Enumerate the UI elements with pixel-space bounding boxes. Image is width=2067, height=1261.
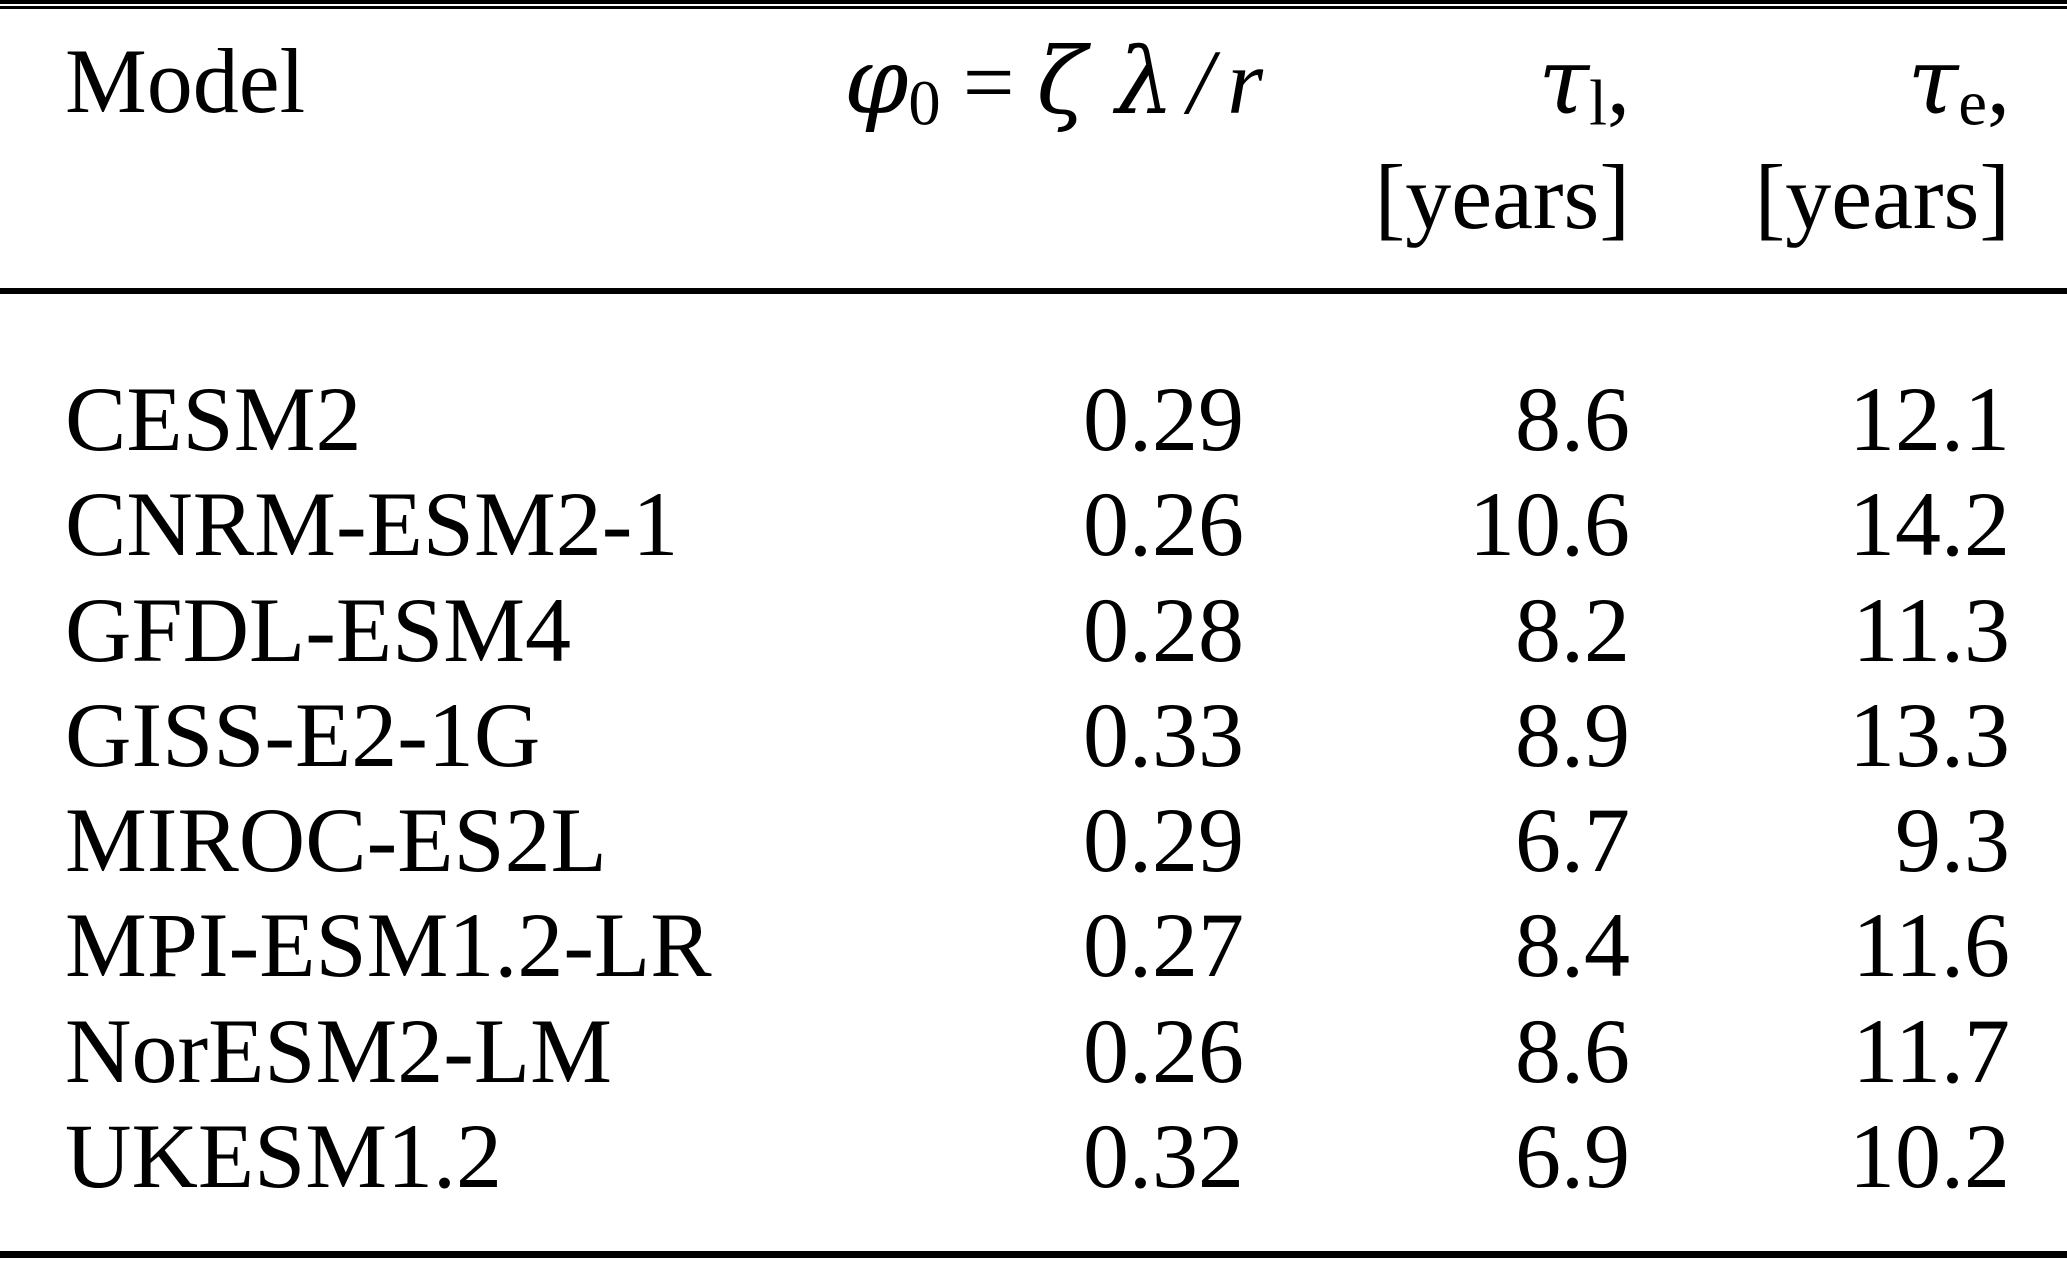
table-row: MIROC-ES2L 0.29 6.7 9.3 xyxy=(65,788,2010,893)
phi0-value-cell: 0.28 xyxy=(1083,578,1244,681)
table-row: NorESM2-LM 0.26 8.6 11.7 xyxy=(65,999,2010,1104)
table-row: MPI-ESM1.2-LR 0.27 8.4 11.6 xyxy=(65,893,2010,998)
phi0-value-cell: 0.32 xyxy=(1083,1105,1244,1208)
bottom-rule xyxy=(0,1251,2067,1258)
model-name-cell: MPI-ESM1.2-LR xyxy=(65,894,712,997)
phi-symbol: φ xyxy=(844,28,909,135)
model-name-cell: CESM2 xyxy=(65,368,362,470)
column-header-phi0: φ0 = ζ λ / r xyxy=(844,24,1263,255)
table-row: CNRM-ESM2-1 0.26 10.6 14.2 xyxy=(65,472,2010,577)
phi0-value-cell: 0.26 xyxy=(1083,999,1244,1102)
phi0-value-cell: 0.29 xyxy=(1083,789,1244,892)
tau-l-value-cell: 8.4 xyxy=(1515,894,1630,997)
comma: , xyxy=(1607,31,1630,133)
column-header-model: Model xyxy=(65,24,844,255)
model-name-cell: GFDL-ESM4 xyxy=(65,578,572,681)
tau-l-value-cell: 6.7 xyxy=(1515,789,1630,892)
tau-l-value-cell: 8.6 xyxy=(1515,368,1630,470)
table-body: CESM2 0.29 8.6 12.1 CNRM-ESM2-1 0.26 10.… xyxy=(65,294,2010,1209)
phi-subscript: 0 xyxy=(908,67,941,139)
tau-e-value-cell: 12.1 xyxy=(1849,368,2010,470)
tau-l-subscript: l xyxy=(1589,67,1607,139)
tau-e-value-cell: 13.3 xyxy=(1849,683,2010,786)
model-name-cell: MIROC-ES2L xyxy=(65,789,607,892)
phi0-value-cell: 0.29 xyxy=(1083,368,1244,470)
tau-e-value-cell: 11.6 xyxy=(1852,894,2010,997)
table-row: GISS-E2-1G 0.33 8.9 13.3 xyxy=(65,683,2010,788)
tau-l-value-cell: 8.2 xyxy=(1515,578,1630,681)
column-header-tau-l: τl, [years] xyxy=(1244,24,1630,255)
tau-e-value-cell: 9.3 xyxy=(1895,789,2010,892)
equals-sign: = xyxy=(962,31,1015,133)
phi0-value-cell: 0.26 xyxy=(1083,473,1244,576)
phi0-value-cell: 0.33 xyxy=(1083,683,1244,786)
tau-symbol: τ xyxy=(1907,28,1959,135)
tau-e-value-cell: 10.2 xyxy=(1849,1105,2010,1208)
tau-l-value-cell: 10.6 xyxy=(1469,473,1630,576)
model-header-label: Model xyxy=(65,30,306,132)
zeta-lambda-symbols: ζ λ xyxy=(1036,28,1175,135)
table-row: GFDL-ESM4 0.28 8.2 11.3 xyxy=(65,578,2010,683)
header-separator-rule xyxy=(0,288,2067,294)
tau-e-value-cell: 11.7 xyxy=(1852,999,2010,1102)
tau-l-value-cell: 8.9 xyxy=(1515,683,1630,786)
comma: , xyxy=(1987,31,2010,133)
model-name-cell: NorESM2-LM xyxy=(65,999,612,1102)
tau-l-value-cell: 6.9 xyxy=(1515,1105,1630,1208)
table-row: CESM2 0.29 8.6 12.1 xyxy=(65,367,2010,472)
tau-l-symbol-line: τl, xyxy=(1244,24,1630,140)
tau-symbol: τ xyxy=(1538,28,1590,135)
tau-l-value-cell: 8.6 xyxy=(1515,999,1630,1102)
model-name-cell: CNRM-ESM2-1 xyxy=(65,473,679,576)
tau-e-unit-line: [years] xyxy=(1754,146,2010,248)
r-symbol: r xyxy=(1227,31,1264,133)
slash-symbol: / xyxy=(1187,31,1214,133)
tau-e-value-cell: 14.2 xyxy=(1849,473,2010,576)
table-header: Model φ0 = ζ λ / r τl, [years] τe, [years] xyxy=(65,24,2010,255)
tau-l-unit-line: [years] xyxy=(1374,146,1630,248)
table-row: UKESM1.2 0.32 6.9 10.2 xyxy=(65,1104,2010,1209)
phi0-value-cell: 0.27 xyxy=(1083,894,1244,997)
column-header-tau-e: τe, [years] xyxy=(1630,24,2010,255)
top-rule-outer xyxy=(0,0,2067,4)
model-name-cell: GISS-E2-1G xyxy=(65,683,541,786)
model-name-cell: UKESM1.2 xyxy=(65,1105,503,1208)
tau-e-symbol-line: τe, xyxy=(1630,24,2011,140)
tau-e-subscript: e xyxy=(1958,67,1987,139)
top-rule-inner xyxy=(0,6,2067,9)
tau-e-value-cell: 11.3 xyxy=(1852,578,2010,681)
